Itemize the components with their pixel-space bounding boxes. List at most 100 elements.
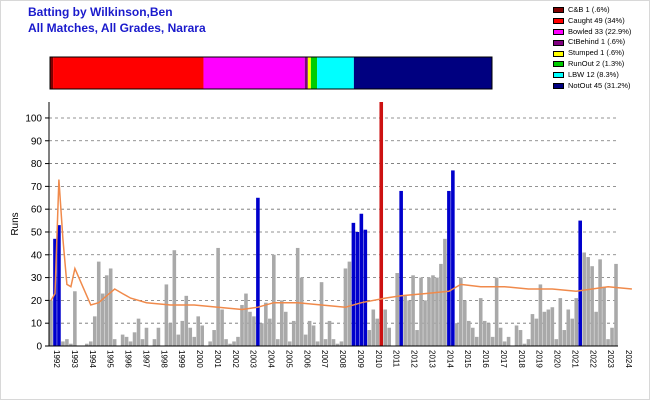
- innings-bar: [180, 320, 185, 346]
- year-label: 2000: [195, 350, 204, 368]
- innings-bar: [69, 343, 73, 346]
- innings-bar: [554, 339, 559, 346]
- dismissal-segment: [310, 57, 318, 89]
- innings-bar: [542, 311, 547, 346]
- y-tick-label: 70: [31, 182, 43, 193]
- legend-swatch: [553, 18, 564, 25]
- innings-bar: [403, 295, 407, 346]
- legend-label: Caught 49 (34%): [568, 15, 625, 25]
- innings-bar: [279, 300, 284, 346]
- innings-bar: [323, 339, 328, 346]
- innings-bar: [482, 320, 487, 346]
- y-axis-label: Runs: [10, 212, 21, 235]
- innings-bar: [550, 307, 555, 346]
- innings-bar: [152, 339, 157, 346]
- legend-item: RunOut 2 (1.3%): [553, 59, 631, 70]
- innings-bar: [435, 277, 439, 346]
- dismissal-legend: C&B 1 (.6%) Caught 49 (34%) Bowled 33 (22.…: [553, 5, 631, 91]
- innings-bar: [104, 275, 109, 346]
- year-label: 2005: [284, 350, 293, 368]
- innings-bar: [574, 298, 579, 346]
- innings-bar: [57, 225, 61, 346]
- year-label: 1996: [124, 350, 133, 368]
- innings-bar: [419, 277, 423, 346]
- dismissal-segment: [53, 57, 204, 89]
- innings-bar: [466, 320, 471, 346]
- innings-bar: [228, 343, 232, 346]
- legend-item: CtBehind 1 (.6%): [553, 37, 631, 48]
- innings-bar: [602, 286, 606, 346]
- innings-bar: [144, 327, 149, 346]
- innings-bar: [303, 334, 308, 346]
- innings-bar: [459, 277, 463, 346]
- dismissal-segment: [50, 57, 54, 89]
- chart-title: Batting by Wilkinson,Ben: [28, 5, 173, 19]
- y-tick-label: 0: [36, 342, 42, 353]
- innings-bar: [470, 327, 475, 346]
- innings-bar: [156, 327, 161, 346]
- legend-swatch: [553, 50, 564, 57]
- innings-bar: [311, 325, 316, 346]
- innings-bar: [216, 247, 220, 346]
- innings-bar: [268, 318, 272, 346]
- innings-bar: [124, 336, 129, 346]
- y-tick-label: 40: [31, 250, 43, 261]
- year-label: 1999: [177, 350, 186, 368]
- legend-swatch: [553, 28, 564, 35]
- legend-swatch: [553, 82, 564, 89]
- innings-bar: [407, 300, 411, 346]
- innings-bar: [327, 320, 332, 346]
- innings-bar: [291, 320, 296, 346]
- innings-bar: [299, 277, 304, 346]
- innings-bar: [367, 330, 372, 346]
- innings-bar: [534, 318, 539, 346]
- innings-bar: [132, 332, 137, 346]
- year-label: 2012: [410, 350, 419, 368]
- year-label: 2021: [570, 350, 579, 368]
- innings-bar: [375, 318, 380, 346]
- average-line: [50, 179, 632, 311]
- innings-bar: [92, 316, 97, 346]
- innings-bar: [184, 295, 189, 346]
- year-label: 1994: [88, 350, 97, 368]
- innings-bar: [486, 323, 491, 346]
- innings-bar: [586, 257, 590, 346]
- y-tick-label: 50: [31, 227, 43, 238]
- innings-bar: [283, 311, 288, 346]
- innings-bar: [339, 341, 344, 346]
- innings-bar: [61, 341, 65, 346]
- year-label: 2003: [249, 350, 258, 368]
- innings-bar: [260, 323, 264, 346]
- legend-item: C&B 1 (.6%): [553, 5, 631, 16]
- innings-bar: [108, 268, 113, 346]
- innings-bar: [347, 261, 352, 346]
- year-label: 2018: [517, 350, 526, 368]
- year-label: 1993: [70, 350, 79, 368]
- legend-item: Bowled 33 (22.9%): [553, 27, 631, 38]
- innings-bar: [498, 327, 503, 346]
- legend-label: CtBehind 1 (.6%): [568, 37, 626, 47]
- year-label: 2022: [588, 350, 597, 368]
- innings-bar: [65, 339, 69, 346]
- innings-bar: [455, 323, 459, 346]
- innings-bar: [100, 293, 105, 346]
- innings-bar: [518, 330, 523, 346]
- year-label: 2014: [445, 350, 454, 368]
- innings-bar: [490, 336, 495, 346]
- innings-bar: [614, 263, 618, 346]
- legend-swatch: [553, 61, 564, 68]
- innings-bar: [514, 325, 519, 346]
- innings-bar: [522, 343, 527, 346]
- innings-bar: [463, 300, 467, 346]
- innings-bar: [379, 102, 384, 346]
- innings-bar: [172, 250, 177, 346]
- innings-bar: [196, 316, 201, 346]
- innings-bar: [307, 320, 312, 346]
- innings-bar: [176, 334, 181, 346]
- innings-bar: [112, 339, 117, 346]
- dismissal-segment: [304, 57, 308, 89]
- innings-bar: [295, 247, 300, 346]
- innings-bar: [395, 273, 399, 346]
- dismissal-segment: [353, 57, 492, 89]
- innings-bar: [192, 336, 197, 346]
